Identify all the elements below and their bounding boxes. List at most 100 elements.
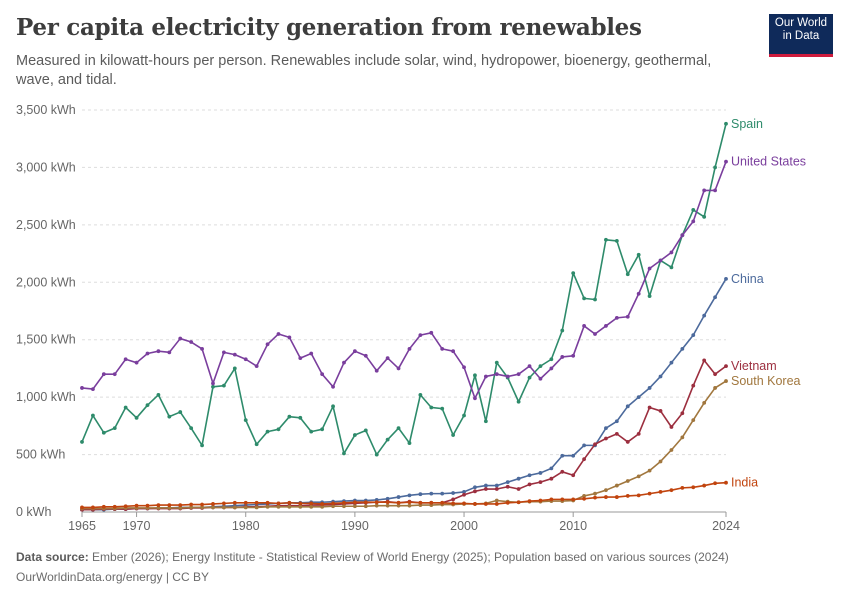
data-point: [123, 357, 128, 362]
data-point: [429, 500, 434, 505]
owid-logo[interactable]: Our World in Data: [769, 14, 833, 57]
data-point: [309, 429, 314, 434]
data-point: [287, 500, 292, 505]
data-point: [407, 347, 412, 351]
data-point: [189, 340, 194, 344]
data-point: [494, 483, 499, 488]
data-point: [211, 384, 215, 389]
data-point: [145, 503, 150, 508]
data-point: [604, 237, 608, 242]
data-point: [647, 294, 652, 298]
data-point: [167, 506, 172, 510]
data-point: [702, 400, 707, 405]
series-label-vietnam: Vietnam: [731, 359, 777, 373]
data-point: [669, 488, 674, 493]
data-point: [462, 492, 466, 497]
data-point: [101, 430, 106, 435]
data-point: [614, 495, 619, 499]
data-point: [298, 504, 303, 509]
data-point: [527, 482, 532, 487]
data-point: [483, 487, 488, 491]
data-point: [298, 356, 303, 360]
data-point: [429, 491, 434, 496]
data-point: [407, 500, 412, 505]
data-point: [593, 495, 597, 500]
data-point: [702, 188, 707, 193]
data-point: [440, 406, 445, 411]
data-point: [429, 330, 434, 335]
data-point: [462, 490, 466, 494]
data-point: [614, 483, 619, 488]
data-point: [724, 379, 728, 383]
data-point: [560, 497, 565, 502]
data-point: [331, 384, 335, 389]
data-point: [669, 250, 674, 255]
data-point: [658, 258, 663, 263]
series-label-china: China: [731, 272, 764, 286]
data-point: [331, 504, 335, 509]
data-point: [254, 442, 259, 447]
x-tick-label: 2000: [450, 519, 478, 533]
y-tick-label: 1,000 kWh: [16, 390, 76, 404]
data-point: [385, 356, 390, 360]
data-point: [385, 437, 390, 442]
series-spain: [80, 121, 728, 457]
series-united-states: [80, 159, 728, 401]
data-point: [167, 350, 172, 355]
data-point: [724, 276, 728, 281]
data-point: [396, 366, 401, 371]
data-point: [538, 471, 543, 475]
data-point: [494, 498, 499, 503]
data-point: [178, 336, 183, 341]
data-point: [625, 314, 630, 319]
data-point: [276, 332, 281, 336]
data-point: [483, 502, 488, 506]
data-point: [309, 504, 314, 509]
data-point: [702, 313, 707, 318]
data-point: [200, 443, 204, 448]
data-point: [418, 492, 423, 497]
data-point: [200, 505, 204, 510]
data-point: [604, 495, 608, 499]
data-point: [352, 504, 357, 509]
data-point: [451, 491, 456, 495]
data-point: [505, 480, 510, 485]
data-point: [342, 360, 346, 365]
data-point: [571, 473, 576, 478]
data-point: [123, 504, 128, 509]
data-point: [582, 494, 587, 498]
data-point: [254, 505, 259, 510]
data-point: [538, 364, 543, 369]
data-point: [582, 296, 587, 301]
data-point: [516, 399, 521, 404]
data-point: [571, 271, 576, 275]
data-point: [440, 491, 445, 496]
data-point: [538, 480, 543, 485]
data-point: [91, 413, 95, 418]
data-point: [189, 505, 194, 510]
data-point: [440, 347, 445, 351]
data-point: [724, 364, 728, 369]
y-tick-label: 2,500 kWh: [16, 218, 76, 232]
data-point: [691, 219, 696, 224]
data-point: [647, 405, 652, 410]
data-point: [451, 349, 456, 354]
y-tick-label: 2,000 kWh: [16, 275, 76, 289]
data-point: [189, 502, 194, 507]
data-point: [604, 324, 608, 328]
source-url[interactable]: OurWorldinData.org/energy | CC BY: [16, 570, 209, 584]
data-point: [604, 436, 608, 441]
data-point: [713, 165, 717, 170]
data-point: [265, 504, 270, 509]
y-tick-label: 3,000 kWh: [16, 160, 76, 174]
data-point: [691, 333, 696, 338]
data-point: [582, 443, 587, 448]
data-point: [647, 266, 652, 271]
data-point: [374, 503, 379, 508]
data-point: [571, 353, 576, 358]
data-point: [320, 502, 325, 506]
data-point: [221, 505, 226, 510]
data-point: [211, 502, 215, 506]
data-point: [352, 500, 357, 505]
